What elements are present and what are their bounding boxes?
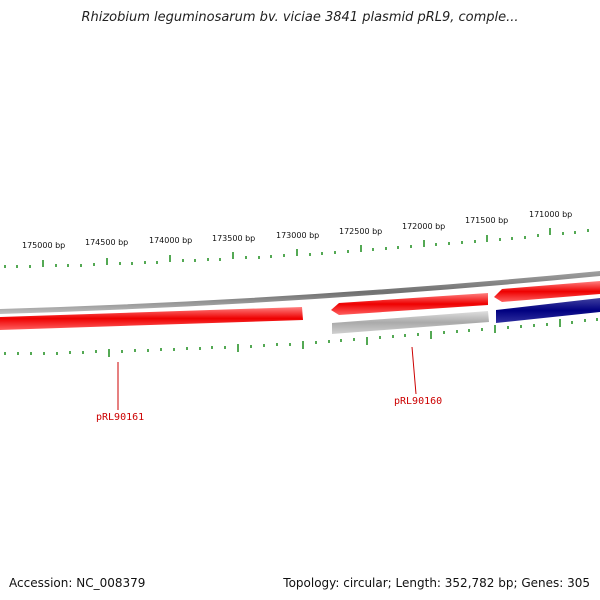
gene-label-leader	[411, 346, 417, 395]
inner-tick-row	[4, 318, 598, 357]
tick-label: 174500 bp	[85, 238, 128, 247]
map-title: Rhizobium leguminosarum bv. viciae 3841 …	[81, 10, 519, 25]
gene-arrow-forward-navy[interactable]	[496, 298, 600, 323]
topology-stats-text: Topology: circular; Length: 352,782 bp; …	[283, 576, 590, 590]
tick-minor	[4, 229, 589, 268]
outer-tick-row	[4, 228, 589, 268]
tick-label: 172000 bp	[402, 222, 445, 231]
gene-label-pRL90160[interactable]: pRL90160	[394, 396, 442, 407]
tick-labels: 175000 bp 174500 bp 174000 bp 173500 bp …	[22, 210, 572, 250]
plasmid-backbone	[0, 271, 600, 314]
tick-major	[42, 228, 551, 267]
tick-label: 173000 bp	[276, 231, 319, 240]
tick-label: 175000 bp	[22, 241, 65, 250]
tick-label: 171000 bp	[529, 210, 572, 219]
gene-arrow-forward-gray[interactable]	[332, 311, 489, 334]
gene-arrow-pRL90161[interactable]	[0, 307, 303, 330]
gene-arrow-next-reverse[interactable]	[494, 281, 600, 302]
accession-text: Accession: NC_008379	[9, 576, 146, 590]
tick-label: 174000 bp	[149, 236, 192, 245]
gene-arrow-pRL90160[interactable]	[331, 293, 488, 315]
tick-label: 171500 bp	[465, 216, 508, 225]
tick-label: 172500 bp	[339, 227, 382, 236]
gene-label-pRL90161[interactable]: pRL90161	[96, 412, 144, 423]
tick-label: 173500 bp	[212, 234, 255, 243]
